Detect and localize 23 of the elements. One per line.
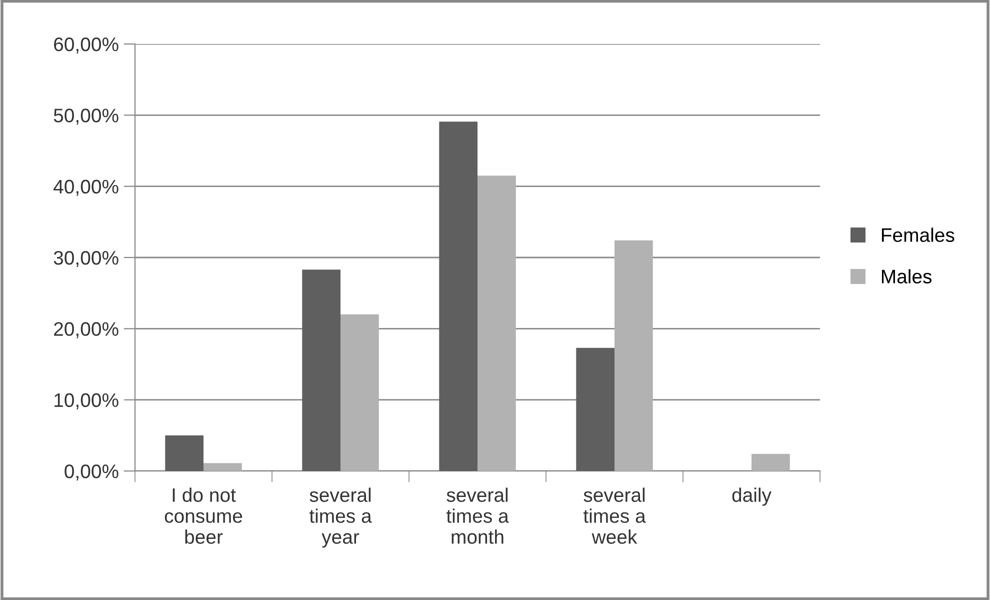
legend-label: Females — [882, 228, 954, 242]
bar — [204, 463, 242, 471]
legend-label: Males — [882, 269, 932, 284]
x-tick-label: I do not consume beer — [164, 488, 242, 544]
y-tick-label: 10,00% — [54, 393, 118, 410]
y-tick-label: 20,00% — [54, 322, 118, 338]
bar — [340, 314, 379, 471]
bar — [302, 270, 340, 471]
bar — [752, 454, 790, 471]
bar — [439, 122, 478, 471]
bar — [165, 435, 204, 471]
x-tick-label: several times a month — [446, 488, 509, 544]
y-tick-label: 50,00% — [54, 108, 118, 125]
x-tick-label: several times a year — [309, 488, 372, 548]
bar — [576, 348, 614, 471]
bar — [614, 240, 653, 471]
y-tick-label: 30,00% — [54, 250, 118, 268]
y-tick-label: 0,00% — [64, 464, 118, 481]
x-tick-label: several times a week — [583, 488, 646, 544]
y-tick-label: 60,00% — [54, 37, 118, 54]
bar — [478, 176, 516, 471]
y-tick-label: 40,00% — [54, 180, 118, 196]
x-tick-label: daily — [732, 488, 772, 506]
